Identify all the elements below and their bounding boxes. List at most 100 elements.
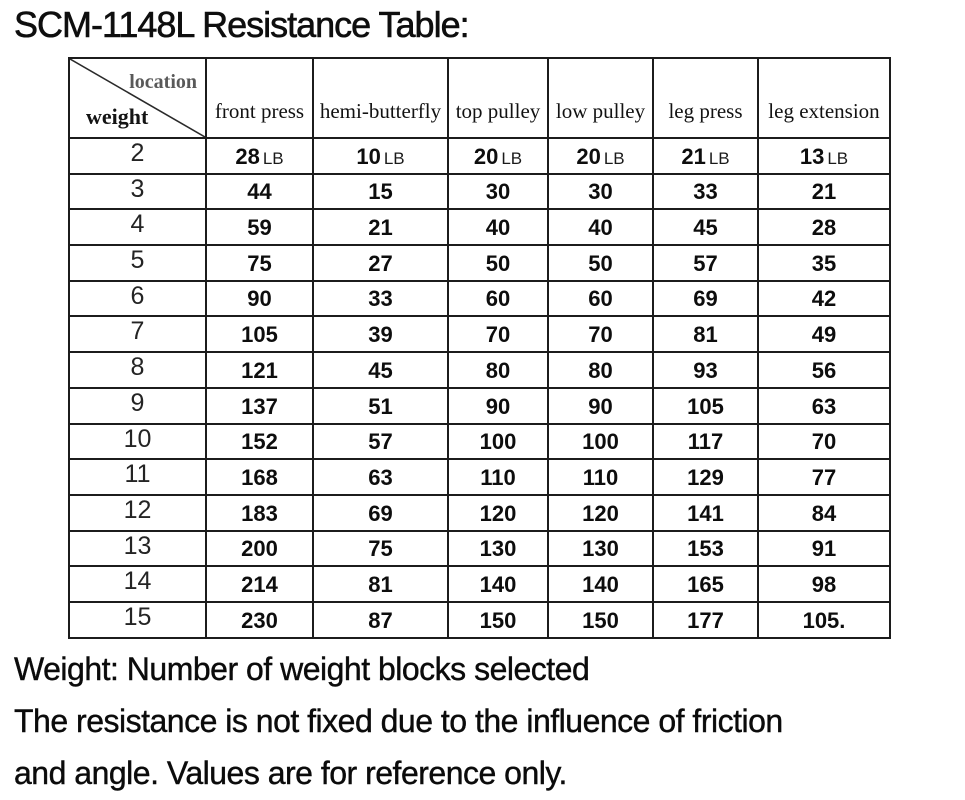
value-number: 80 bbox=[588, 357, 613, 383]
column-header-low-pulley: low pulley bbox=[547, 57, 654, 139]
table-row: 12 183 69 120 120 141 84 bbox=[68, 493, 891, 532]
value-cell: 168 bbox=[205, 458, 314, 496]
value-number: 30 bbox=[588, 179, 613, 205]
value-cell: 81 bbox=[652, 315, 759, 354]
weight-cell: 13 bbox=[68, 529, 207, 568]
value-number: 70 bbox=[485, 322, 511, 348]
weight-cell: 9 bbox=[68, 386, 207, 425]
value-cell: 153 bbox=[652, 529, 759, 568]
weight-cell: 15 bbox=[68, 600, 207, 639]
value-cell: 91 bbox=[757, 529, 891, 568]
value-number: 28 bbox=[235, 143, 260, 169]
value-number: 50 bbox=[485, 250, 511, 276]
value-cell: 81 bbox=[312, 565, 449, 603]
value-number: 140 bbox=[582, 571, 619, 597]
table-row: 11 168 63 110 110 129 77 bbox=[68, 458, 891, 496]
value-number: 21 bbox=[681, 143, 706, 169]
value-number: 81 bbox=[368, 571, 393, 597]
value-cell: 69 bbox=[652, 279, 759, 318]
value-number: 45 bbox=[368, 357, 393, 383]
value-number: 60 bbox=[588, 286, 613, 312]
value-cell: 15 bbox=[312, 172, 449, 211]
weight-cell: 4 bbox=[68, 208, 207, 247]
unit-label: LB bbox=[827, 148, 849, 168]
value-cell: 50 bbox=[547, 244, 654, 282]
value-number: 44 bbox=[247, 179, 272, 205]
value-cell: 10 LB bbox=[312, 137, 449, 175]
value-cell: 51 bbox=[312, 386, 449, 425]
table-row: 5 75 27 50 50 57 35 bbox=[68, 244, 891, 282]
value-number: 75 bbox=[368, 536, 393, 562]
value-cell: 130 bbox=[447, 529, 549, 568]
value-number: 105 bbox=[241, 322, 278, 348]
value-number: 87 bbox=[368, 607, 393, 633]
value-cell: 93 bbox=[652, 351, 759, 389]
value-number: 30 bbox=[485, 179, 511, 205]
value-cell: 120 bbox=[547, 493, 654, 532]
value-cell: 105 bbox=[205, 315, 314, 354]
value-number: 105. bbox=[802, 607, 846, 633]
value-cell: 60 bbox=[447, 279, 549, 318]
value-cell: 120 bbox=[447, 493, 549, 532]
corner-label-weight: weight bbox=[86, 104, 149, 129]
unit-label: LB bbox=[262, 148, 284, 168]
table-row: 10 152 57 100 100 117 70 bbox=[68, 422, 891, 461]
table-row: 8 121 45 80 80 93 56 bbox=[68, 351, 891, 389]
value-number: 45 bbox=[693, 215, 718, 241]
value-number: 120 bbox=[479, 500, 517, 526]
value-cell: 69 bbox=[312, 493, 449, 532]
value-number: 100 bbox=[582, 429, 619, 455]
column-header-hemi-butterfly: hemi-butterfly bbox=[312, 57, 449, 139]
value-number: 165 bbox=[687, 571, 724, 597]
value-number: 70 bbox=[811, 429, 837, 455]
value-number: 84 bbox=[811, 500, 837, 526]
value-number: 100 bbox=[479, 429, 517, 455]
value-number: 69 bbox=[368, 500, 393, 526]
value-number: 91 bbox=[811, 536, 837, 562]
value-number: 110 bbox=[582, 464, 619, 490]
value-cell: 20 LB bbox=[547, 137, 654, 175]
value-number: 137 bbox=[241, 393, 278, 419]
value-cell: 152 bbox=[205, 422, 314, 461]
value-number: 80 bbox=[485, 357, 511, 383]
value-number: 21 bbox=[811, 179, 837, 205]
value-number: 152 bbox=[241, 429, 278, 455]
diagonal-line bbox=[71, 60, 204, 136]
value-cell: 28 LB bbox=[205, 137, 314, 175]
value-cell: 50 bbox=[447, 244, 549, 282]
value-number: 183 bbox=[241, 500, 278, 526]
value-cell: 56 bbox=[757, 351, 891, 389]
weight-cell: 11 bbox=[68, 458, 207, 496]
value-number: 121 bbox=[241, 357, 278, 383]
value-number: 153 bbox=[687, 536, 724, 562]
value-number: 42 bbox=[811, 286, 837, 312]
value-number: 90 bbox=[485, 393, 511, 419]
notes: Weight: Number of weight blocks selected… bbox=[14, 643, 784, 799]
value-number: 77 bbox=[811, 464, 837, 490]
weight-cell: 12 bbox=[68, 493, 207, 532]
value-number: 129 bbox=[687, 464, 724, 490]
value-number: 200 bbox=[241, 536, 278, 562]
value-number: 10 bbox=[356, 143, 381, 169]
value-number: 150 bbox=[479, 607, 517, 633]
value-number: 21 bbox=[368, 215, 393, 241]
value-cell: 140 bbox=[447, 565, 549, 603]
value-cell: 121 bbox=[205, 351, 314, 389]
value-cell: 57 bbox=[652, 244, 759, 282]
value-number: 93 bbox=[693, 357, 718, 383]
value-cell: 230 bbox=[205, 600, 314, 639]
value-cell: 45 bbox=[312, 351, 449, 389]
value-cell: 45 bbox=[652, 208, 759, 247]
value-cell: 84 bbox=[757, 493, 891, 532]
table-row: 6 90 33 60 60 69 42 bbox=[68, 279, 891, 318]
table-row: 9 137 51 90 90 105 63 bbox=[68, 386, 891, 425]
weight-cell: 6 bbox=[68, 279, 207, 318]
resistance-table: location weight front press hemi-butterf… bbox=[68, 57, 891, 639]
unit-label: LB bbox=[603, 148, 625, 168]
value-number: 230 bbox=[241, 607, 278, 633]
column-header-front-press: front press bbox=[205, 57, 314, 139]
weight-cell: 10 bbox=[68, 422, 207, 461]
value-number: 33 bbox=[368, 286, 393, 312]
value-cell: 20 LB bbox=[447, 137, 549, 175]
value-cell: 90 bbox=[547, 386, 654, 425]
